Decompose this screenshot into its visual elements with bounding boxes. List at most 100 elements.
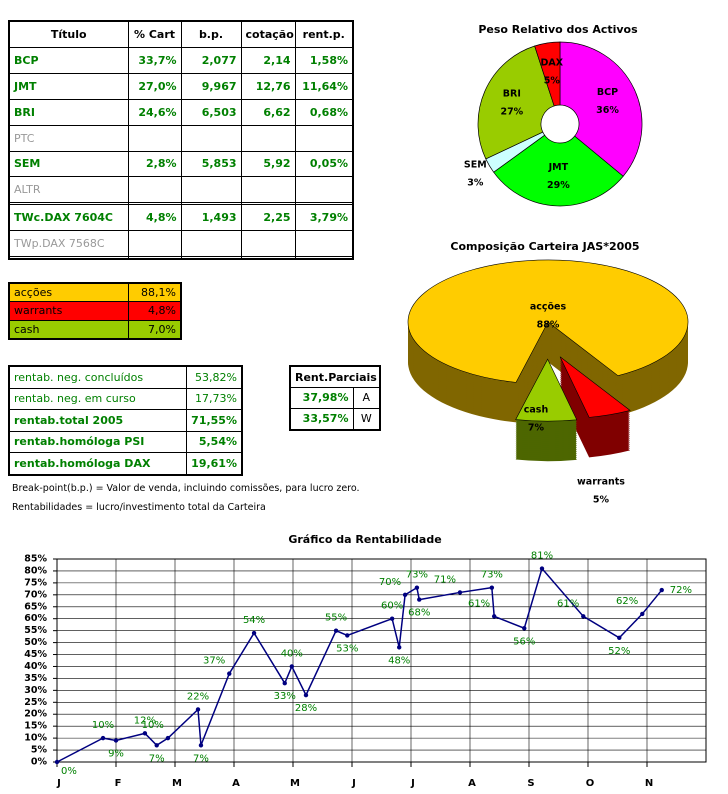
data-label: 62% bbox=[616, 596, 638, 607]
row: rentab.homóloga PSI 5,54% bbox=[8, 430, 243, 454]
data-label: 0% bbox=[61, 766, 77, 777]
data-label: 55% bbox=[325, 613, 347, 624]
data-label: 12% bbox=[134, 715, 156, 726]
data-label: 72% bbox=[670, 585, 692, 596]
cell bbox=[8, 255, 129, 260]
point bbox=[457, 590, 463, 595]
cell: cash bbox=[8, 319, 129, 340]
point bbox=[303, 692, 309, 698]
y-tick-label: 45% bbox=[24, 649, 47, 660]
point bbox=[417, 597, 422, 602]
cell bbox=[240, 229, 296, 257]
cell: 53,82% bbox=[185, 365, 243, 389]
header-cell: rent.p. bbox=[294, 20, 354, 49]
cell: 3,79% bbox=[294, 204, 354, 231]
data-label: 9% bbox=[108, 749, 124, 760]
x-tick-label: S bbox=[527, 778, 534, 789]
chart-title: Peso Relativo dos Activos bbox=[478, 23, 638, 36]
row: 33,57% W bbox=[289, 407, 381, 431]
cell: 6,503 bbox=[180, 98, 242, 126]
data-label: 10% bbox=[142, 720, 164, 731]
y-tick-label: 25% bbox=[24, 697, 47, 708]
cell: 2,077 bbox=[180, 47, 242, 75]
note: Rentabilidades = lucro/investimento tota… bbox=[12, 502, 266, 513]
data-label: 60% bbox=[381, 601, 403, 612]
data-label: 40% bbox=[281, 648, 303, 659]
point bbox=[491, 614, 497, 619]
plot-frame bbox=[56, 558, 707, 763]
y-tick-label: 20% bbox=[24, 709, 47, 720]
y-tick-label: 60% bbox=[24, 613, 47, 624]
row: TWp.DAX 7568C bbox=[8, 229, 354, 257]
cell bbox=[240, 255, 296, 260]
cell bbox=[240, 124, 296, 152]
header-row: Título% Cart b.p. cotação rent.p. bbox=[8, 20, 354, 49]
cell: rentab. neg. em curso bbox=[8, 387, 187, 411]
point bbox=[617, 635, 622, 641]
y-tick-label: 0% bbox=[31, 757, 48, 768]
y-tick-label: 85% bbox=[24, 554, 47, 565]
point bbox=[289, 664, 295, 669]
x-tick-label: A bbox=[232, 778, 240, 789]
data-label: 68% bbox=[408, 608, 430, 619]
point bbox=[659, 587, 664, 593]
cell: BCP bbox=[8, 47, 129, 75]
x-tick-label: O bbox=[586, 778, 595, 789]
row: 37,98% A bbox=[289, 387, 381, 409]
cell: 6,62 bbox=[240, 98, 296, 126]
data-label: 28% bbox=[295, 703, 317, 714]
data-label: 61% bbox=[557, 598, 579, 609]
cell: rentab.total 2005 bbox=[8, 409, 187, 432]
slice-label: BRI bbox=[503, 89, 521, 100]
cell bbox=[180, 229, 242, 257]
cell bbox=[180, 255, 242, 260]
cell bbox=[180, 124, 242, 152]
portfolio-table: Título% Cart b.p. cotação rent.p. BCP 33,7% 2,… bbox=[8, 20, 354, 260]
y-tick-label: 30% bbox=[24, 685, 47, 696]
row: BRI 24,6% 6,503 6,62 0,68% bbox=[8, 98, 354, 126]
cell: rentab.homóloga PSI bbox=[8, 430, 187, 454]
header-cell: % Cart bbox=[127, 20, 182, 49]
row: TWc.DAX 7604C 4,8% 1,493 2,25 3,79% bbox=[8, 204, 354, 231]
point bbox=[539, 566, 545, 571]
pie-slice bbox=[534, 41, 561, 107]
cell: 2,25 bbox=[240, 204, 296, 231]
cell: 33,7% bbox=[127, 47, 182, 75]
slice-value-label: 5% bbox=[544, 76, 561, 87]
cell: SEM bbox=[8, 150, 129, 178]
slice-label: BCP bbox=[597, 87, 618, 98]
cell: rentab.homóloga DAX bbox=[8, 452, 187, 476]
pie-slice bbox=[493, 134, 624, 207]
x-tick-label: A bbox=[468, 778, 476, 789]
point bbox=[414, 585, 420, 590]
point bbox=[640, 611, 645, 617]
cell bbox=[294, 229, 354, 257]
x-tick-label: F bbox=[115, 778, 122, 789]
point bbox=[581, 614, 586, 619]
data-label: 10% bbox=[92, 720, 114, 731]
cell: 19,61% bbox=[185, 452, 243, 476]
cell: 1,58% bbox=[294, 47, 354, 75]
row: cash 7,0% bbox=[8, 319, 182, 340]
y-tick-label: 5% bbox=[31, 745, 48, 756]
data-label: 7% bbox=[149, 753, 165, 764]
cell bbox=[294, 176, 354, 204]
cell: 12,76 bbox=[240, 73, 296, 100]
cell bbox=[127, 124, 182, 152]
data-label: 54% bbox=[243, 615, 265, 626]
cell: A bbox=[352, 387, 381, 409]
cell bbox=[127, 255, 182, 260]
y-tick-label: 70% bbox=[24, 589, 47, 600]
point bbox=[165, 735, 171, 741]
cell: JMT bbox=[8, 73, 129, 100]
x-tick-label: J bbox=[56, 778, 61, 789]
returns-table: rentab. neg. concluídos 53,82% rentab. neg… bbox=[8, 365, 243, 476]
point bbox=[333, 628, 339, 633]
cell: acções bbox=[8, 282, 129, 303]
data-label: 56% bbox=[513, 636, 535, 647]
cell bbox=[180, 176, 242, 204]
cell: 88,1% bbox=[127, 282, 182, 303]
data-label: 53% bbox=[336, 643, 358, 654]
data-label: 48% bbox=[388, 655, 410, 666]
data-label: 52% bbox=[608, 646, 630, 657]
